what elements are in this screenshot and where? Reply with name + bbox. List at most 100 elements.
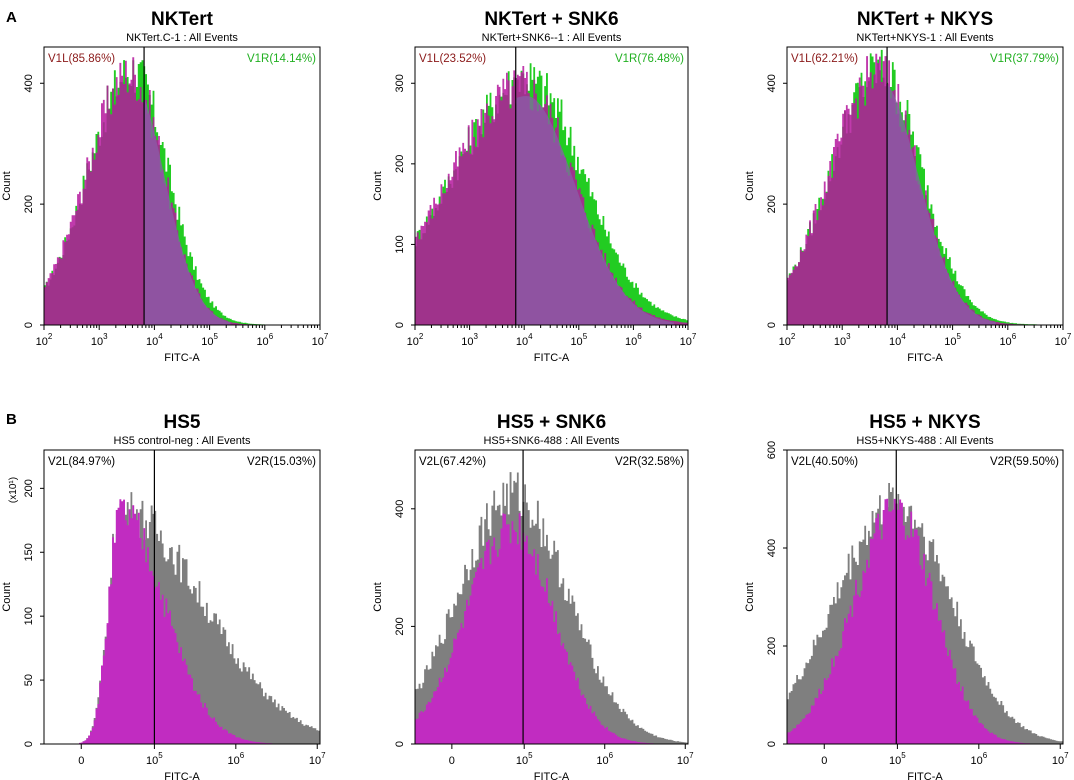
y-tick-label: 0 [23, 322, 35, 328]
x-tick-exponent: 7 [1064, 751, 1069, 760]
x-tick-base: 10 [596, 755, 608, 767]
y-tick-label: 200 [23, 479, 35, 497]
x-tick-base: 10 [407, 336, 419, 348]
x-tick-label: 105 [516, 751, 533, 767]
x-tick-label: 105 [944, 332, 961, 348]
panel-title: NKTert [151, 9, 214, 30]
x-tick-exponent: 5 [158, 751, 163, 760]
x-tick-exponent: 7 [692, 332, 697, 341]
x-tick-base: 10 [227, 755, 239, 767]
histogram-panel-3: NKTert + NKYS NKTert+NKYS-1 : All Events V… [744, 9, 1072, 364]
y-tick-label: 200 [394, 617, 406, 635]
y-tick-label: 150 [23, 543, 35, 561]
x-tick-base: 10 [625, 336, 637, 348]
region-label-right: V1R(76.48%) [615, 53, 684, 65]
x-tick-exponent: 5 [956, 332, 961, 341]
x-tick-exponent: 5 [213, 332, 218, 341]
histogram-series-control [787, 498, 1063, 744]
y-tick-label: 0 [394, 741, 406, 747]
x-tick-base: 10 [516, 755, 528, 767]
panel-title: HS5 + NKYS [869, 412, 980, 433]
histogram-panel-4: HS5 HS5 control-neg : All Events V2L(84.97… [1, 412, 326, 780]
x-tick-base: 10 [256, 336, 268, 348]
x-tick-label: 107 [312, 332, 329, 348]
y-tick-label: 300 [394, 74, 406, 92]
x-tick-label: 0 [78, 755, 84, 767]
x-tick-label: 0 [449, 755, 455, 767]
x-tick-exponent: 5 [901, 751, 906, 760]
y-tick-label: 50 [23, 674, 35, 686]
x-tick-label: 106 [596, 751, 613, 767]
plot-frame [414, 46, 689, 326]
x-tick-base: 10 [1055, 336, 1067, 348]
x-tick-label: 104 [146, 332, 163, 348]
histogram-series-control [44, 499, 320, 744]
x-tick-label: 105 [889, 751, 906, 767]
panel-subtitle: NKTert+SNK6--1 : All Events [482, 32, 622, 44]
x-tick-exponent: 7 [689, 751, 694, 760]
x-tick-exponent: 5 [583, 332, 588, 341]
panel-subtitle: HS5 control-neg : All Events [114, 435, 251, 447]
x-axis-label: FITC-A [164, 352, 200, 364]
y-tick-label: 400 [23, 74, 35, 92]
x-tick-label: 104 [516, 332, 533, 348]
x-tick-label: 103 [461, 332, 478, 348]
histogram-panel-5: HS5 + SNK6 HS5+SNK6-488 : All Events V2L(6… [372, 412, 694, 780]
x-tick-exponent: 7 [1067, 332, 1072, 341]
x-tick-exponent: 7 [321, 751, 326, 760]
plot-frame [414, 449, 689, 745]
x-tick-label: 106 [999, 332, 1016, 348]
y-tick-label: 200 [394, 155, 406, 173]
plot-frame [43, 449, 321, 745]
x-tick-label: 102 [407, 332, 424, 348]
y-axis-label: Count [1, 171, 13, 200]
x-tick-exponent: 5 [528, 751, 533, 760]
x-tick-label: 103 [91, 332, 108, 348]
x-tick-base: 10 [999, 336, 1011, 348]
panel-title: NKTert + NKYS [857, 9, 993, 30]
x-tick-base: 10 [146, 336, 158, 348]
x-tick-base: 10 [201, 336, 213, 348]
panel-subtitle: HS5+NKYS-488 : All Events [856, 435, 994, 447]
x-tick-label: 105 [570, 332, 587, 348]
y-tick-label: 400 [766, 539, 778, 557]
x-tick-exponent: 2 [791, 332, 796, 341]
x-tick-label: 102 [779, 332, 796, 348]
y-tick-label: 400 [394, 500, 406, 518]
x-tick-label: 105 [146, 751, 163, 767]
x-tick-base: 0 [78, 755, 84, 767]
x-tick-base: 0 [821, 755, 827, 767]
y-tick-label: 200 [766, 637, 778, 655]
x-tick-exponent: 4 [901, 332, 906, 341]
region-label-right: V1R(37.79%) [990, 53, 1059, 65]
x-tick-base: 10 [970, 755, 982, 767]
overlap-region [887, 83, 996, 325]
y-tick-label: 0 [394, 322, 406, 328]
y-axis-label: Count [744, 582, 756, 611]
x-tick-base: 10 [889, 755, 901, 767]
x-tick-base: 10 [779, 336, 791, 348]
y-tick-label: 200 [23, 195, 35, 213]
region-label-right: V2R(32.58%) [615, 456, 684, 468]
x-tick-label: 102 [36, 332, 53, 348]
x-tick-base: 10 [570, 336, 582, 348]
x-tick-exponent: 6 [240, 751, 245, 760]
region-label-right: V1R(14.14%) [247, 53, 316, 65]
x-tick-base: 10 [309, 755, 321, 767]
x-tick-label: 106 [625, 332, 642, 348]
x-tick-label: 0 [821, 755, 827, 767]
x-tick-label: 106 [256, 332, 273, 348]
histogram-panel-2: NKTert + SNK6 NKTert+SNK6--1 : All Events… [372, 9, 697, 364]
region-label-right: V2R(59.50%) [990, 456, 1059, 468]
x-axis-label: FITC-A [907, 771, 943, 780]
x-tick-base: 10 [889, 336, 901, 348]
y-tick-label: 600 [766, 441, 778, 459]
x-tick-base: 10 [834, 336, 846, 348]
panel-title: NKTert + SNK6 [484, 9, 618, 30]
y-tick-label: 100 [23, 607, 35, 625]
x-axis-label: FITC-A [164, 771, 200, 780]
x-tick-label: 107 [309, 751, 326, 767]
x-tick-label: 103 [834, 332, 851, 348]
y-tick-label: 0 [766, 322, 778, 328]
panel-letter-b: B [6, 411, 17, 428]
